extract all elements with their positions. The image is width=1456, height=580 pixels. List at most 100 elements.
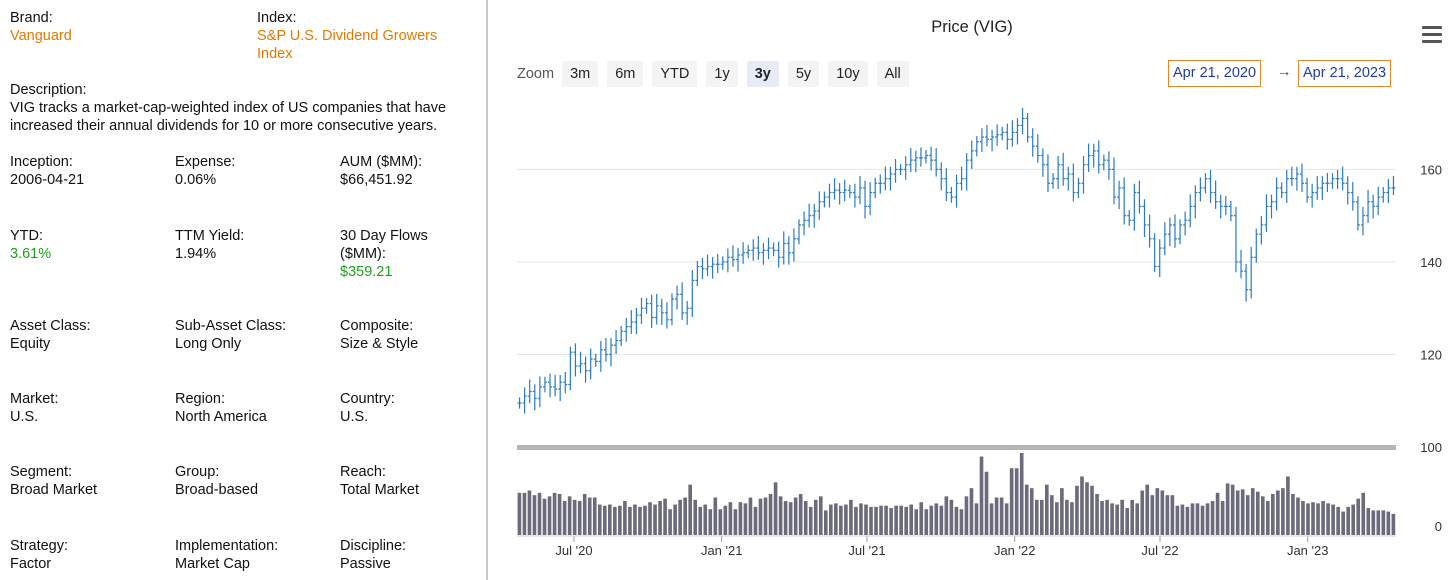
volume-bar: [698, 506, 703, 535]
chart-title: Price (VIG): [931, 18, 1013, 36]
volume-bar: [1386, 511, 1391, 535]
volume-bar: [904, 506, 908, 535]
segment-value: Broad Market: [10, 482, 98, 498]
zoom-ytd-button[interactable]: YTD: [652, 61, 698, 87]
segment-field: Segment: Broad Market: [10, 463, 97, 499]
volume-bar: [1195, 503, 1200, 535]
ytd-label: YTD:: [10, 228, 44, 244]
volume-bar: [829, 504, 833, 535]
price-tick-label: 120: [1420, 347, 1442, 362]
volume-bar: [663, 498, 667, 535]
composite-label: Composite:: [340, 318, 414, 334]
flows-label-line1: 30 Day Flows: [340, 228, 428, 244]
volume-bar: [638, 506, 642, 535]
volume-bar: [1160, 490, 1165, 535]
volume-bar: [994, 497, 999, 535]
volume-separator: [517, 445, 1396, 450]
zoom-bar: Zoom 3m 6m YTD 1y 3y 5y 10y All: [517, 61, 918, 87]
reach-field: Reach: Total Market: [340, 463, 419, 499]
aum-field: AUM ($MM): $66,451.92: [340, 153, 422, 189]
hamburger-menu-icon[interactable]: [1422, 26, 1442, 44]
price-volume-chart[interactable]: 100 120 140 160 0 Jul '20 Jan '21 Jul '21 Jan '2…: [488, 0, 1456, 580]
zoom-5y-button[interactable]: 5y: [787, 61, 820, 87]
volume-bar: [783, 501, 788, 535]
flows-label-line2: ($MM):: [340, 246, 386, 262]
index-field: Index: S&P U.S. Dividend Growers Index: [257, 9, 437, 63]
volume-bar: [1321, 501, 1325, 535]
volume-tick-label: 0: [1435, 519, 1442, 534]
volume-bar: [1165, 495, 1170, 535]
volume-bar: [1014, 468, 1019, 535]
group-value: Broad-based: [175, 482, 259, 498]
volume-bar: [592, 497, 597, 535]
volume-bar: [1170, 495, 1175, 535]
zoom-6m-button[interactable]: 6m: [607, 61, 644, 87]
range-arrow: →: [1277, 64, 1292, 80]
volume-bar: [572, 499, 577, 535]
zoom-all-button[interactable]: All: [876, 61, 909, 87]
volume-bar: [889, 508, 893, 535]
x-tick-label: Jan '22: [994, 543, 1036, 558]
group-label: Group:: [175, 464, 220, 480]
volume-bar: [633, 504, 637, 535]
volume-bar: [1105, 499, 1109, 535]
volume-bar: [1260, 496, 1265, 535]
volume-bar: [1100, 501, 1104, 535]
asset-class-value: Equity: [10, 336, 51, 352]
implementation-field: Implementation: Market Cap: [175, 537, 278, 573]
region-field: Region: North America: [175, 390, 267, 426]
implementation-value: Market Cap: [175, 556, 250, 572]
index-label: Index:: [257, 10, 297, 26]
volume-bar: [1371, 510, 1376, 535]
volume-bar: [733, 509, 738, 535]
volume-bar: [758, 498, 763, 535]
price-tick-label: 100: [1420, 440, 1442, 455]
volume-bar: [728, 502, 733, 535]
volume-bar: [1140, 490, 1145, 535]
discipline-field: Discipline: Passive: [340, 537, 406, 573]
zoom-10y-button[interactable]: 10y: [828, 61, 868, 87]
composite-field: Composite: Size & Style: [340, 317, 418, 353]
zoom-1y-button[interactable]: 1y: [706, 61, 738, 87]
description-line1: VIG tracks a market-cap-weighted index o…: [10, 100, 447, 116]
range-to-input[interactable]: Apr 21, 2023: [1298, 60, 1392, 87]
volume-bar: [1230, 484, 1235, 535]
zoom-3y-button[interactable]: 3y: [746, 61, 779, 87]
volume-bar: [1281, 488, 1285, 535]
zoom-3m-button[interactable]: 3m: [562, 61, 599, 87]
volume-bar: [834, 503, 838, 535]
volume-bar: [1326, 503, 1330, 535]
country-value: U.S.: [340, 409, 369, 425]
volume-bar: [1240, 489, 1245, 535]
group-field: Group: Broad-based: [175, 463, 258, 499]
volume-bar: [849, 499, 853, 535]
volume-bar: [1366, 508, 1371, 535]
volume-bar: [1296, 497, 1300, 535]
volume-bar: [1034, 499, 1039, 535]
x-tick-label: Jan '21: [701, 543, 743, 558]
volume-bar: [974, 503, 979, 535]
volume-bar: [1135, 503, 1140, 535]
volume-bar: [1225, 483, 1230, 535]
x-tick-label: Jul '20: [555, 543, 592, 558]
brand-label: Brand:: [10, 10, 53, 26]
range-from-input[interactable]: Apr 21, 2020: [1168, 60, 1262, 87]
volume-bar: [979, 456, 984, 535]
volume-bar: [1039, 499, 1044, 535]
ytd-value: 3.61%: [10, 246, 52, 262]
volume-bar: [929, 505, 934, 535]
volume-bar: [623, 501, 627, 535]
volume-bar: [818, 496, 823, 535]
reach-label: Reach:: [340, 464, 386, 480]
volume-bar: [1346, 506, 1350, 535]
volume-bar: [813, 499, 818, 535]
volume-bar: [1185, 506, 1190, 535]
volume-bar: [869, 506, 873, 535]
volume-bar: [602, 505, 607, 535]
volume-bar: [643, 505, 647, 535]
asset-class-label: Asset Class:: [10, 318, 91, 334]
volume-bar: [854, 506, 858, 535]
aum-label: AUM ($MM):: [340, 154, 423, 170]
volume-bar: [1055, 502, 1059, 535]
volume-bar: [1291, 494, 1295, 535]
